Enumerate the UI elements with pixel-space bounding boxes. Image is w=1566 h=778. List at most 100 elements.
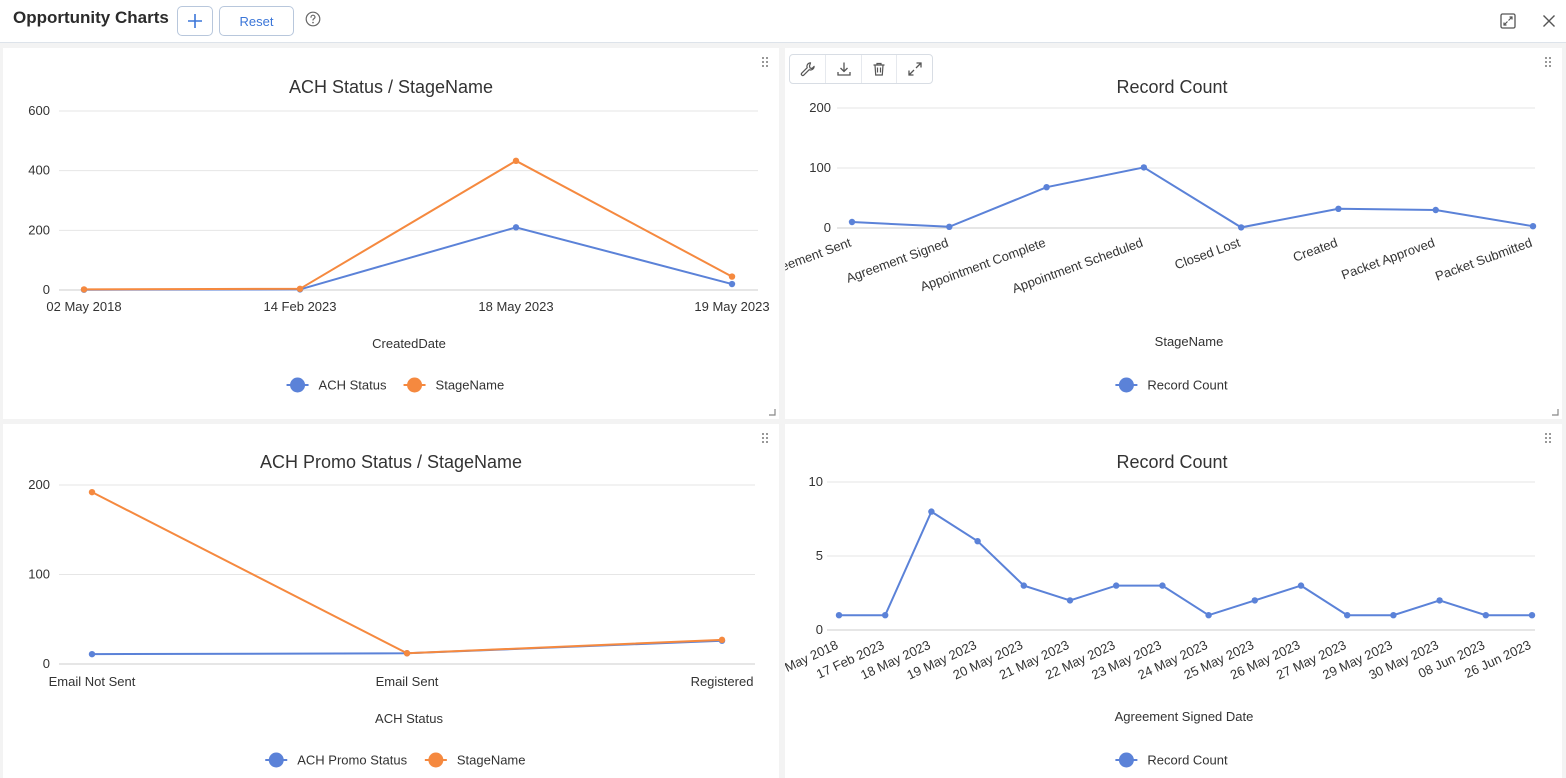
legend-label: Record Count: [1147, 753, 1228, 768]
legend-item-ach-promo-status[interactable]: ACH Promo Status: [265, 752, 408, 768]
line-chart-ach-promo-status-stagename[interactable]: ACH Promo Status / StageName 0 100 200 Email…: [3, 424, 779, 778]
data-point-stagename[interactable]: [296, 285, 304, 293]
page-title: Opportunity Charts: [13, 8, 169, 27]
data-point-stagename[interactable]: [718, 636, 726, 644]
legend-marker: [1118, 752, 1134, 768]
wrench-icon: [800, 62, 815, 77]
data-point-record-count[interactable]: [1113, 582, 1120, 589]
x-tick-label: 18 May 2023: [478, 299, 553, 314]
x-axis-label: Agreement Signed Date: [1115, 709, 1254, 724]
plus-icon: [188, 14, 202, 28]
x-tick-label: Packet Submitted: [1433, 235, 1534, 284]
data-point-stagename[interactable]: [728, 273, 736, 280]
data-point-stagename[interactable]: [403, 650, 411, 657]
line-chart-ach-status-stagename[interactable]: ACH Status / StageName 0 200 400 600 02 May 2…: [3, 48, 779, 419]
data-point-record-count[interactable]: [882, 612, 889, 619]
y-tick-label: 0: [816, 622, 823, 637]
y-tick-label: 200: [28, 477, 50, 492]
y-tick-label: 100: [28, 567, 50, 582]
legend-marker: [428, 752, 444, 768]
maximize-icon: [908, 62, 922, 76]
close-icon[interactable]: [1540, 12, 1558, 30]
chart-panel-ach-promo-status: ACH Promo Status / StageName 0 100 200 Email…: [3, 424, 779, 778]
data-point-record-count[interactable]: [1237, 224, 1245, 231]
data-point-record-count[interactable]: [1066, 597, 1074, 604]
drag-handle-icon[interactable]: [761, 432, 769, 444]
data-point-ach-status[interactable]: [728, 280, 736, 288]
data-point-record-count[interactable]: [848, 218, 856, 226]
data-point-record-count[interactable]: [946, 223, 953, 230]
data-point-record-count[interactable]: [1297, 582, 1305, 589]
resize-handle-icon[interactable]: [769, 409, 776, 416]
series-line-stagename[interactable]: [91, 491, 723, 655]
data-point-record-count[interactable]: [928, 508, 935, 515]
trash-icon: [873, 62, 885, 76]
drag-handle-icon[interactable]: [761, 56, 769, 68]
data-point-record-count[interactable]: [974, 538, 981, 545]
data-point-record-count[interactable]: [1529, 223, 1537, 230]
delete-chart-button[interactable]: [860, 55, 897, 83]
legend-marker: [268, 752, 284, 768]
x-tick-label: Registered: [691, 674, 754, 689]
expand-icon[interactable]: [1499, 12, 1517, 30]
data-point-stagename[interactable]: [512, 157, 520, 165]
y-tick-label: 400: [28, 163, 50, 178]
data-point-record-count[interactable]: [1140, 164, 1148, 171]
series-line-stagename[interactable]: [83, 159, 733, 291]
x-tick-label: Email Sent: [376, 674, 439, 689]
data-point-record-count[interactable]: [1020, 582, 1027, 589]
data-point-record-count[interactable]: [1390, 612, 1397, 619]
data-point-ach-promo-status[interactable]: [88, 650, 96, 658]
maximize-chart-button[interactable]: [896, 55, 932, 83]
legend-marker: [407, 377, 423, 393]
data-point-record-count[interactable]: [1344, 612, 1351, 619]
chart-title: ACH Promo Status / StageName: [260, 452, 522, 472]
legend-marker: [290, 377, 306, 393]
y-tick-label: 200: [809, 100, 831, 115]
data-point-record-count[interactable]: [1251, 597, 1258, 604]
data-point-ach-status[interactable]: [512, 224, 520, 231]
data-point-record-count[interactable]: [1432, 206, 1439, 214]
help-circle-icon[interactable]: [305, 11, 321, 27]
data-point-record-count[interactable]: [1043, 184, 1050, 191]
data-point-record-count[interactable]: [835, 612, 843, 619]
drag-handle-icon[interactable]: [1544, 432, 1552, 444]
data-point-record-count[interactable]: [1436, 597, 1443, 604]
drag-handle-icon[interactable]: [1544, 56, 1552, 68]
x-tick-label: 02 May 2018: [46, 299, 121, 314]
data-point-record-count[interactable]: [1528, 612, 1536, 619]
legend-item-stagename[interactable]: StageName: [424, 752, 526, 768]
download-chart-button[interactable]: [825, 55, 861, 83]
reset-button[interactable]: Reset: [219, 6, 294, 36]
chart-title: Record Count: [1116, 452, 1227, 472]
x-tick-label: Created: [1291, 235, 1340, 265]
data-point-record-count[interactable]: [1482, 612, 1489, 619]
legend-item-ach-status[interactable]: ACH Status: [286, 377, 387, 393]
series-line-ach-status[interactable]: [83, 226, 733, 291]
x-tick-label: 14 Feb 2023: [263, 299, 336, 314]
legend-label: Record Count: [1147, 378, 1228, 393]
x-tick-label: Agreement Sent: [785, 235, 853, 281]
data-point-record-count[interactable]: [1335, 205, 1342, 212]
series-line-record-count[interactable]: [839, 510, 1532, 617]
series-line-record-count[interactable]: [851, 166, 1534, 229]
legend-item-record-count[interactable]: Record Count: [1115, 752, 1228, 768]
add-chart-button[interactable]: [177, 6, 213, 36]
data-point-record-count[interactable]: [1159, 582, 1166, 589]
legend-item-stagename[interactable]: StageName: [403, 377, 505, 393]
chart-panel-ach-status: ACH Status / StageName 0 200 400 600 02 May 2…: [3, 48, 779, 419]
data-point-stagename[interactable]: [88, 488, 96, 496]
x-tick-label: 19 May 2023: [694, 299, 769, 314]
legend-item-record-count[interactable]: Record Count: [1115, 377, 1228, 393]
data-point-stagename[interactable]: [80, 286, 88, 293]
legend-label: ACH Status: [319, 378, 387, 393]
x-axis-label: ACH Status: [375, 711, 443, 726]
x-axis-label: StageName: [1155, 334, 1224, 349]
chart-title: Record Count: [1116, 77, 1227, 97]
resize-handle-icon[interactable]: [1552, 409, 1559, 416]
chart-title: ACH Status / StageName: [289, 77, 493, 97]
data-point-record-count[interactable]: [1205, 612, 1212, 619]
edit-chart-button[interactable]: [790, 55, 825, 83]
